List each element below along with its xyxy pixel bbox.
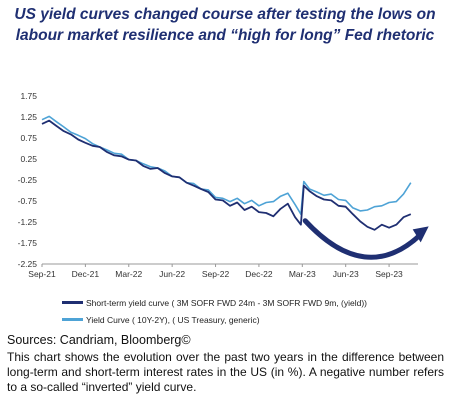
x-tick-label: Mar-22 (115, 269, 142, 279)
chart-plot: 1.75 1.25 0.75 0.25 -0.25 -0.75 -1.25 -1.75 -2.2… (18, 91, 429, 279)
x-axis: Sep-21 Dec-21 Mar-22 Jun-22 Sep-22 Dec-22 Mar-… (28, 263, 418, 279)
y-tick-label: 0.25 (20, 154, 37, 164)
series-line-short-term (41, 119, 412, 231)
legend-label-yield-curve: Yield Curve ( 10Y-2Y), ( US Treasury, ge… (86, 314, 260, 325)
series-lines (41, 115, 412, 231)
x-tick-label: Jun-23 (333, 269, 359, 279)
chart-title: US yield curves changed course after tes… (14, 6, 436, 44)
y-tick-label: -1.25 (18, 217, 38, 227)
sources-note: Sources: Candriam, Bloomberg© (7, 333, 191, 347)
chart-legend: Short-term yield curve ( 3M SOFR FWD 24m… (62, 294, 367, 328)
y-tick-label: -1.75 (18, 238, 38, 248)
x-tick-label: Dec-22 (245, 269, 273, 279)
chart-caption: This chart shows the evolution over the … (7, 350, 444, 394)
x-tick-label: Sep-22 (202, 269, 230, 279)
y-tick-label: -0.25 (18, 175, 38, 185)
x-tick-label: Mar-23 (289, 269, 316, 279)
x-tick-label: Jun-22 (159, 269, 185, 279)
y-tick-label: 0.75 (20, 133, 37, 143)
arrow-head (412, 226, 429, 243)
series-line-yield-curve (41, 115, 412, 215)
legend-swatch-short-term (62, 301, 83, 304)
x-tick-label: Sep-21 (28, 269, 56, 279)
legend-item-short-term: Short-term yield curve ( 3M SOFR FWD 24m… (62, 294, 367, 311)
curved-arrow-annotation (302, 218, 429, 260)
x-tick-label: Dec-21 (72, 269, 100, 279)
y-axis: 1.75 1.25 0.75 0.25 -0.25 -0.75 -1.25 -1.75 -2.2… (18, 91, 38, 269)
legend-swatch-yield-curve (62, 318, 83, 321)
y-tick-label: -0.75 (18, 196, 38, 206)
y-tick-label: 1.25 (20, 112, 37, 122)
arrow-curve (302, 218, 424, 260)
legend-item-yield-curve: Yield Curve ( 10Y-2Y), ( US Treasury, ge… (62, 311, 367, 328)
y-tick-label: 1.75 (20, 91, 37, 101)
y-tick-label: -2.25 (18, 259, 38, 269)
x-tick-label: Sep-23 (375, 269, 403, 279)
legend-label-short-term: Short-term yield curve ( 3M SOFR FWD 24m… (86, 297, 367, 308)
